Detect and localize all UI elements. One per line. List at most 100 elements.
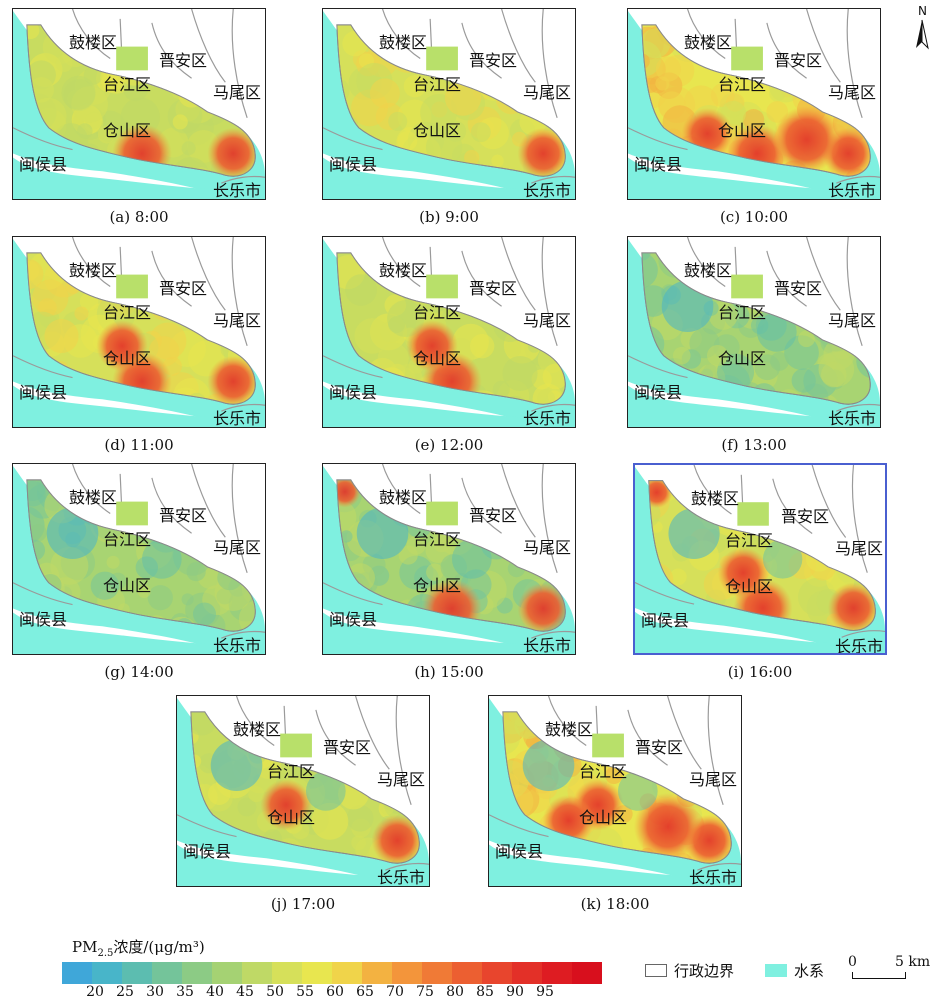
district-label-jinan: 晋安区 <box>159 506 208 525</box>
panel-caption: (i) 16:00 <box>727 663 793 681</box>
colorbar-swatch <box>452 962 482 984</box>
district-label-mawei: 马尾区 <box>523 538 572 557</box>
north-arrow-icon <box>916 19 929 50</box>
district-label-minhou: 闽侯县 <box>329 383 378 402</box>
district-label-jinan: 晋安区 <box>774 51 823 70</box>
water-body <box>323 385 575 427</box>
district-label-cangshan: 仓山区 <box>103 121 152 140</box>
colorbar-swatch <box>542 962 572 984</box>
district-label-mawei: 马尾区 <box>828 83 877 102</box>
district-label-gulou: 鼓楼区 <box>69 33 118 52</box>
district-label-taijiang: 台江区 <box>103 75 152 94</box>
colorbar-swatch <box>272 962 302 984</box>
colorbar-tick-label: 55 <box>296 984 314 1000</box>
district-label-cangshan: 仓山区 <box>579 808 628 827</box>
district-label-changle: 长乐市 <box>828 409 877 428</box>
district-label-jinan: 晋安区 <box>469 279 518 298</box>
admin-boundary <box>13 464 265 639</box>
colorbar-tick-label: 90 <box>506 984 524 1000</box>
colorbar-swatch <box>332 962 362 984</box>
admin-boundary <box>323 9 575 184</box>
district-label-minhou: 闽侯县 <box>329 155 378 174</box>
colorbar-swatch <box>122 962 152 984</box>
colorbar-swatch <box>482 962 512 984</box>
scale-start: 0 <box>848 954 857 970</box>
colorbar-tick-label: 95 <box>536 984 554 1000</box>
pm-hotspot <box>717 547 769 599</box>
map-panel: 鼓楼区 晋安区 台江区 马尾区 仓山区 闽侯县 长乐市 <box>12 8 266 200</box>
district-label-jinan: 晋安区 <box>774 279 823 298</box>
admin-boundary <box>177 696 429 871</box>
colorbar-swatch <box>302 962 332 984</box>
district-label-mawei: 马尾区 <box>213 83 262 102</box>
admin-boundary <box>13 9 265 184</box>
colorbar-swatch <box>152 962 182 984</box>
district-label-changle: 长乐市 <box>523 636 572 655</box>
jinan-patch <box>116 46 148 71</box>
district-label-jinan: 晋安区 <box>469 506 518 525</box>
admin-boundary <box>489 696 741 871</box>
pm-hotspot <box>517 582 566 632</box>
jinan-patch <box>737 502 769 526</box>
scale-end: 5 km <box>895 954 931 970</box>
district-label-changle: 长乐市 <box>213 636 262 655</box>
district-label-minhou: 闽侯县 <box>495 842 544 861</box>
water-body <box>13 385 265 427</box>
district-label-mawei: 马尾区 <box>689 770 738 789</box>
panel-caption: (f) 13:00 <box>721 436 787 454</box>
jinan-patch <box>426 501 458 526</box>
panel-caption: (b) 9:00 <box>419 208 479 226</box>
pm-hotspot <box>207 355 256 405</box>
district-label-taijiang: 台江区 <box>725 531 774 550</box>
district-label-cangshan: 仓山区 <box>267 808 316 827</box>
colorbar-tick-label: 25 <box>116 984 134 1000</box>
district-label-minhou: 闽侯县 <box>183 842 232 861</box>
colorbar-swatch <box>242 962 272 984</box>
panel-caption: (e) 12:00 <box>414 436 484 454</box>
district-label-minhou: 闽侯县 <box>641 611 690 630</box>
pm-hotspot <box>260 779 312 831</box>
colorbar-swatch <box>422 962 452 984</box>
admin-boundary <box>323 464 575 639</box>
district-label-gulou: 鼓楼区 <box>684 33 733 52</box>
water-body <box>628 157 880 199</box>
jinan-patch <box>731 46 763 71</box>
district-label-jinan: 晋安区 <box>469 51 518 70</box>
water-body <box>13 612 265 654</box>
map-panel: 鼓楼区 晋安区 台江区 马尾区 仓山区 闽侯县 长乐市 <box>627 236 881 428</box>
map-panel: 鼓楼区 晋安区 台江区 马尾区 仓山区 闽侯县 长乐市 <box>322 463 576 655</box>
pm-hotspot <box>633 792 702 861</box>
district-label-cangshan: 仓山区 <box>413 349 462 368</box>
district-label-changle: 长乐市 <box>377 868 426 887</box>
district-label-mawei: 马尾区 <box>523 83 572 102</box>
district-label-jinan: 晋安区 <box>781 507 830 526</box>
jinan-patch <box>731 274 763 299</box>
district-label-mawei: 马尾区 <box>377 770 426 789</box>
district-label-changle: 长乐市 <box>835 637 884 655</box>
panel-caption: (c) 10:00 <box>719 208 789 226</box>
district-label-cangshan: 仓山区 <box>103 576 152 595</box>
colorbar-tick-label: 65 <box>356 984 374 1000</box>
map-panel: 鼓楼区 晋安区 台江区 马尾区 仓山区 闽侯县 长乐市 <box>12 463 266 655</box>
colorbar-swatch <box>392 962 422 984</box>
admin-boundary <box>13 237 265 412</box>
panel-caption: (k) 18:00 <box>580 895 650 913</box>
district-label-mawei: 马尾区 <box>828 311 877 330</box>
district-label-gulou: 鼓楼区 <box>684 261 733 280</box>
district-label-gulou: 鼓楼区 <box>69 488 118 507</box>
water-body <box>323 157 575 199</box>
district-label-changle: 长乐市 <box>213 181 262 200</box>
district-label-minhou: 闽侯县 <box>634 383 683 402</box>
admin-boundary <box>628 237 880 412</box>
colorbar-tick-label: 60 <box>326 984 344 1000</box>
water-body <box>489 844 741 886</box>
district-label-taijiang: 台江区 <box>579 762 628 781</box>
map-panel: 鼓楼区 晋安区 台江区 马尾区 仓山区 闽侯县 长乐市 <box>12 236 266 428</box>
colorbar-tick-label: 30 <box>146 984 164 1000</box>
water-swatch <box>765 964 787 977</box>
colorbar-swatch <box>212 962 242 984</box>
admin-boundary <box>635 465 885 638</box>
jinan-patch <box>592 733 624 758</box>
district-label-taijiang: 台江区 <box>413 75 462 94</box>
colorbar-swatch <box>512 962 542 984</box>
